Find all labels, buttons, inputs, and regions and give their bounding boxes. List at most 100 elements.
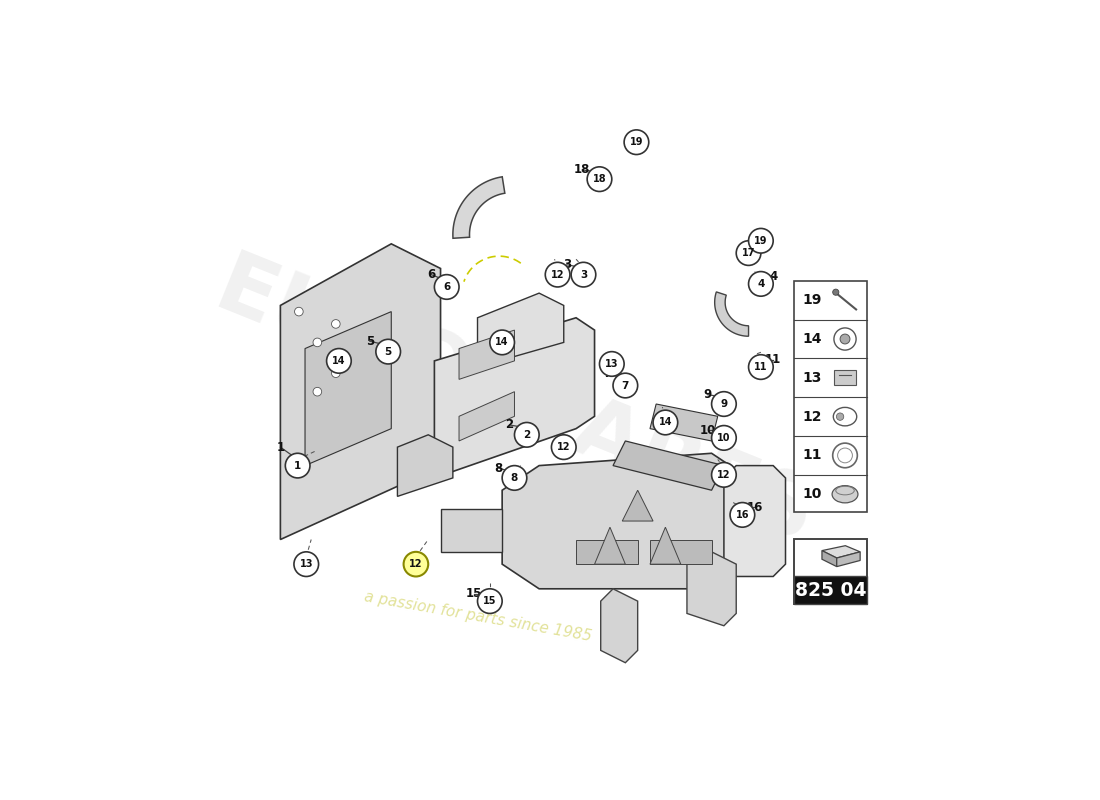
Text: 5: 5: [385, 346, 392, 357]
Polygon shape: [822, 546, 860, 558]
Polygon shape: [459, 392, 515, 441]
Circle shape: [477, 589, 503, 614]
Circle shape: [836, 413, 844, 420]
Text: 10: 10: [802, 487, 822, 502]
Polygon shape: [837, 552, 860, 566]
Text: 11: 11: [766, 353, 781, 366]
Polygon shape: [280, 244, 440, 539]
Text: 13: 13: [299, 559, 314, 569]
Text: 2: 2: [524, 430, 530, 440]
Text: 17: 17: [741, 248, 756, 258]
Text: 19: 19: [629, 137, 644, 147]
FancyBboxPatch shape: [834, 370, 856, 386]
Polygon shape: [623, 490, 653, 521]
Circle shape: [748, 229, 773, 253]
FancyBboxPatch shape: [794, 281, 867, 512]
Text: 12: 12: [802, 410, 822, 424]
Text: 10: 10: [700, 424, 716, 437]
Text: 9: 9: [720, 399, 727, 409]
Polygon shape: [453, 177, 505, 238]
Text: 7: 7: [621, 381, 629, 390]
Text: 8: 8: [510, 473, 518, 483]
Polygon shape: [397, 435, 453, 496]
Circle shape: [331, 369, 340, 378]
Polygon shape: [594, 527, 625, 564]
Text: 15: 15: [483, 596, 496, 606]
Circle shape: [295, 307, 304, 316]
Polygon shape: [724, 466, 785, 577]
Text: 16: 16: [736, 510, 749, 520]
Text: 6: 6: [443, 282, 450, 292]
FancyBboxPatch shape: [794, 576, 867, 604]
Polygon shape: [434, 318, 594, 478]
Text: 5: 5: [365, 334, 374, 348]
Text: 4: 4: [757, 279, 764, 289]
Circle shape: [730, 502, 755, 527]
Circle shape: [551, 434, 576, 459]
Polygon shape: [440, 509, 502, 552]
Circle shape: [624, 130, 649, 154]
Circle shape: [327, 349, 351, 373]
Text: 12: 12: [551, 270, 564, 280]
Circle shape: [502, 466, 527, 490]
Circle shape: [600, 352, 624, 376]
Text: 14: 14: [332, 356, 345, 366]
Text: 12: 12: [557, 442, 571, 452]
Text: 1: 1: [294, 461, 301, 470]
Circle shape: [833, 289, 839, 295]
Text: 14: 14: [659, 418, 672, 427]
Circle shape: [840, 334, 850, 344]
Polygon shape: [650, 404, 717, 441]
Text: 7: 7: [603, 366, 611, 380]
Circle shape: [331, 320, 340, 328]
Text: 19: 19: [755, 236, 768, 246]
Circle shape: [587, 167, 612, 191]
Circle shape: [748, 354, 773, 379]
Text: 18: 18: [593, 174, 606, 184]
Circle shape: [314, 387, 321, 396]
Circle shape: [376, 339, 400, 364]
Text: 17: 17: [752, 239, 769, 252]
Circle shape: [748, 271, 773, 296]
Circle shape: [285, 454, 310, 478]
Ellipse shape: [832, 486, 858, 503]
Text: 16: 16: [747, 501, 763, 514]
Circle shape: [515, 422, 539, 447]
Polygon shape: [686, 552, 736, 626]
Text: 1: 1: [276, 441, 285, 454]
Polygon shape: [502, 454, 748, 589]
Circle shape: [314, 338, 321, 346]
Text: 4: 4: [769, 270, 778, 283]
Text: 10: 10: [717, 433, 730, 443]
Polygon shape: [305, 311, 392, 466]
Circle shape: [404, 552, 428, 577]
Text: 825 04: 825 04: [794, 581, 866, 599]
Text: 11: 11: [802, 449, 822, 462]
Polygon shape: [576, 539, 638, 564]
Circle shape: [546, 262, 570, 287]
Text: 19: 19: [802, 294, 822, 307]
Text: a passion for parts since 1985: a passion for parts since 1985: [363, 589, 593, 644]
FancyBboxPatch shape: [794, 539, 867, 604]
Text: 8: 8: [494, 462, 503, 474]
Polygon shape: [477, 293, 563, 367]
Text: 15: 15: [465, 587, 482, 600]
Text: 13: 13: [802, 371, 822, 385]
Circle shape: [653, 410, 678, 435]
Text: EUROSPARES: EUROSPARES: [202, 246, 826, 562]
Polygon shape: [613, 441, 724, 490]
Polygon shape: [459, 330, 515, 379]
Text: 2: 2: [506, 418, 514, 431]
Text: 18: 18: [574, 163, 591, 177]
Circle shape: [294, 552, 319, 577]
Polygon shape: [650, 539, 712, 564]
Circle shape: [736, 241, 761, 266]
Circle shape: [712, 392, 736, 416]
Text: 14: 14: [802, 332, 822, 346]
Text: 6: 6: [427, 268, 436, 281]
Polygon shape: [822, 550, 837, 566]
Polygon shape: [715, 292, 748, 336]
Circle shape: [434, 274, 459, 299]
Text: 12: 12: [409, 559, 422, 569]
Text: 12: 12: [717, 470, 730, 480]
